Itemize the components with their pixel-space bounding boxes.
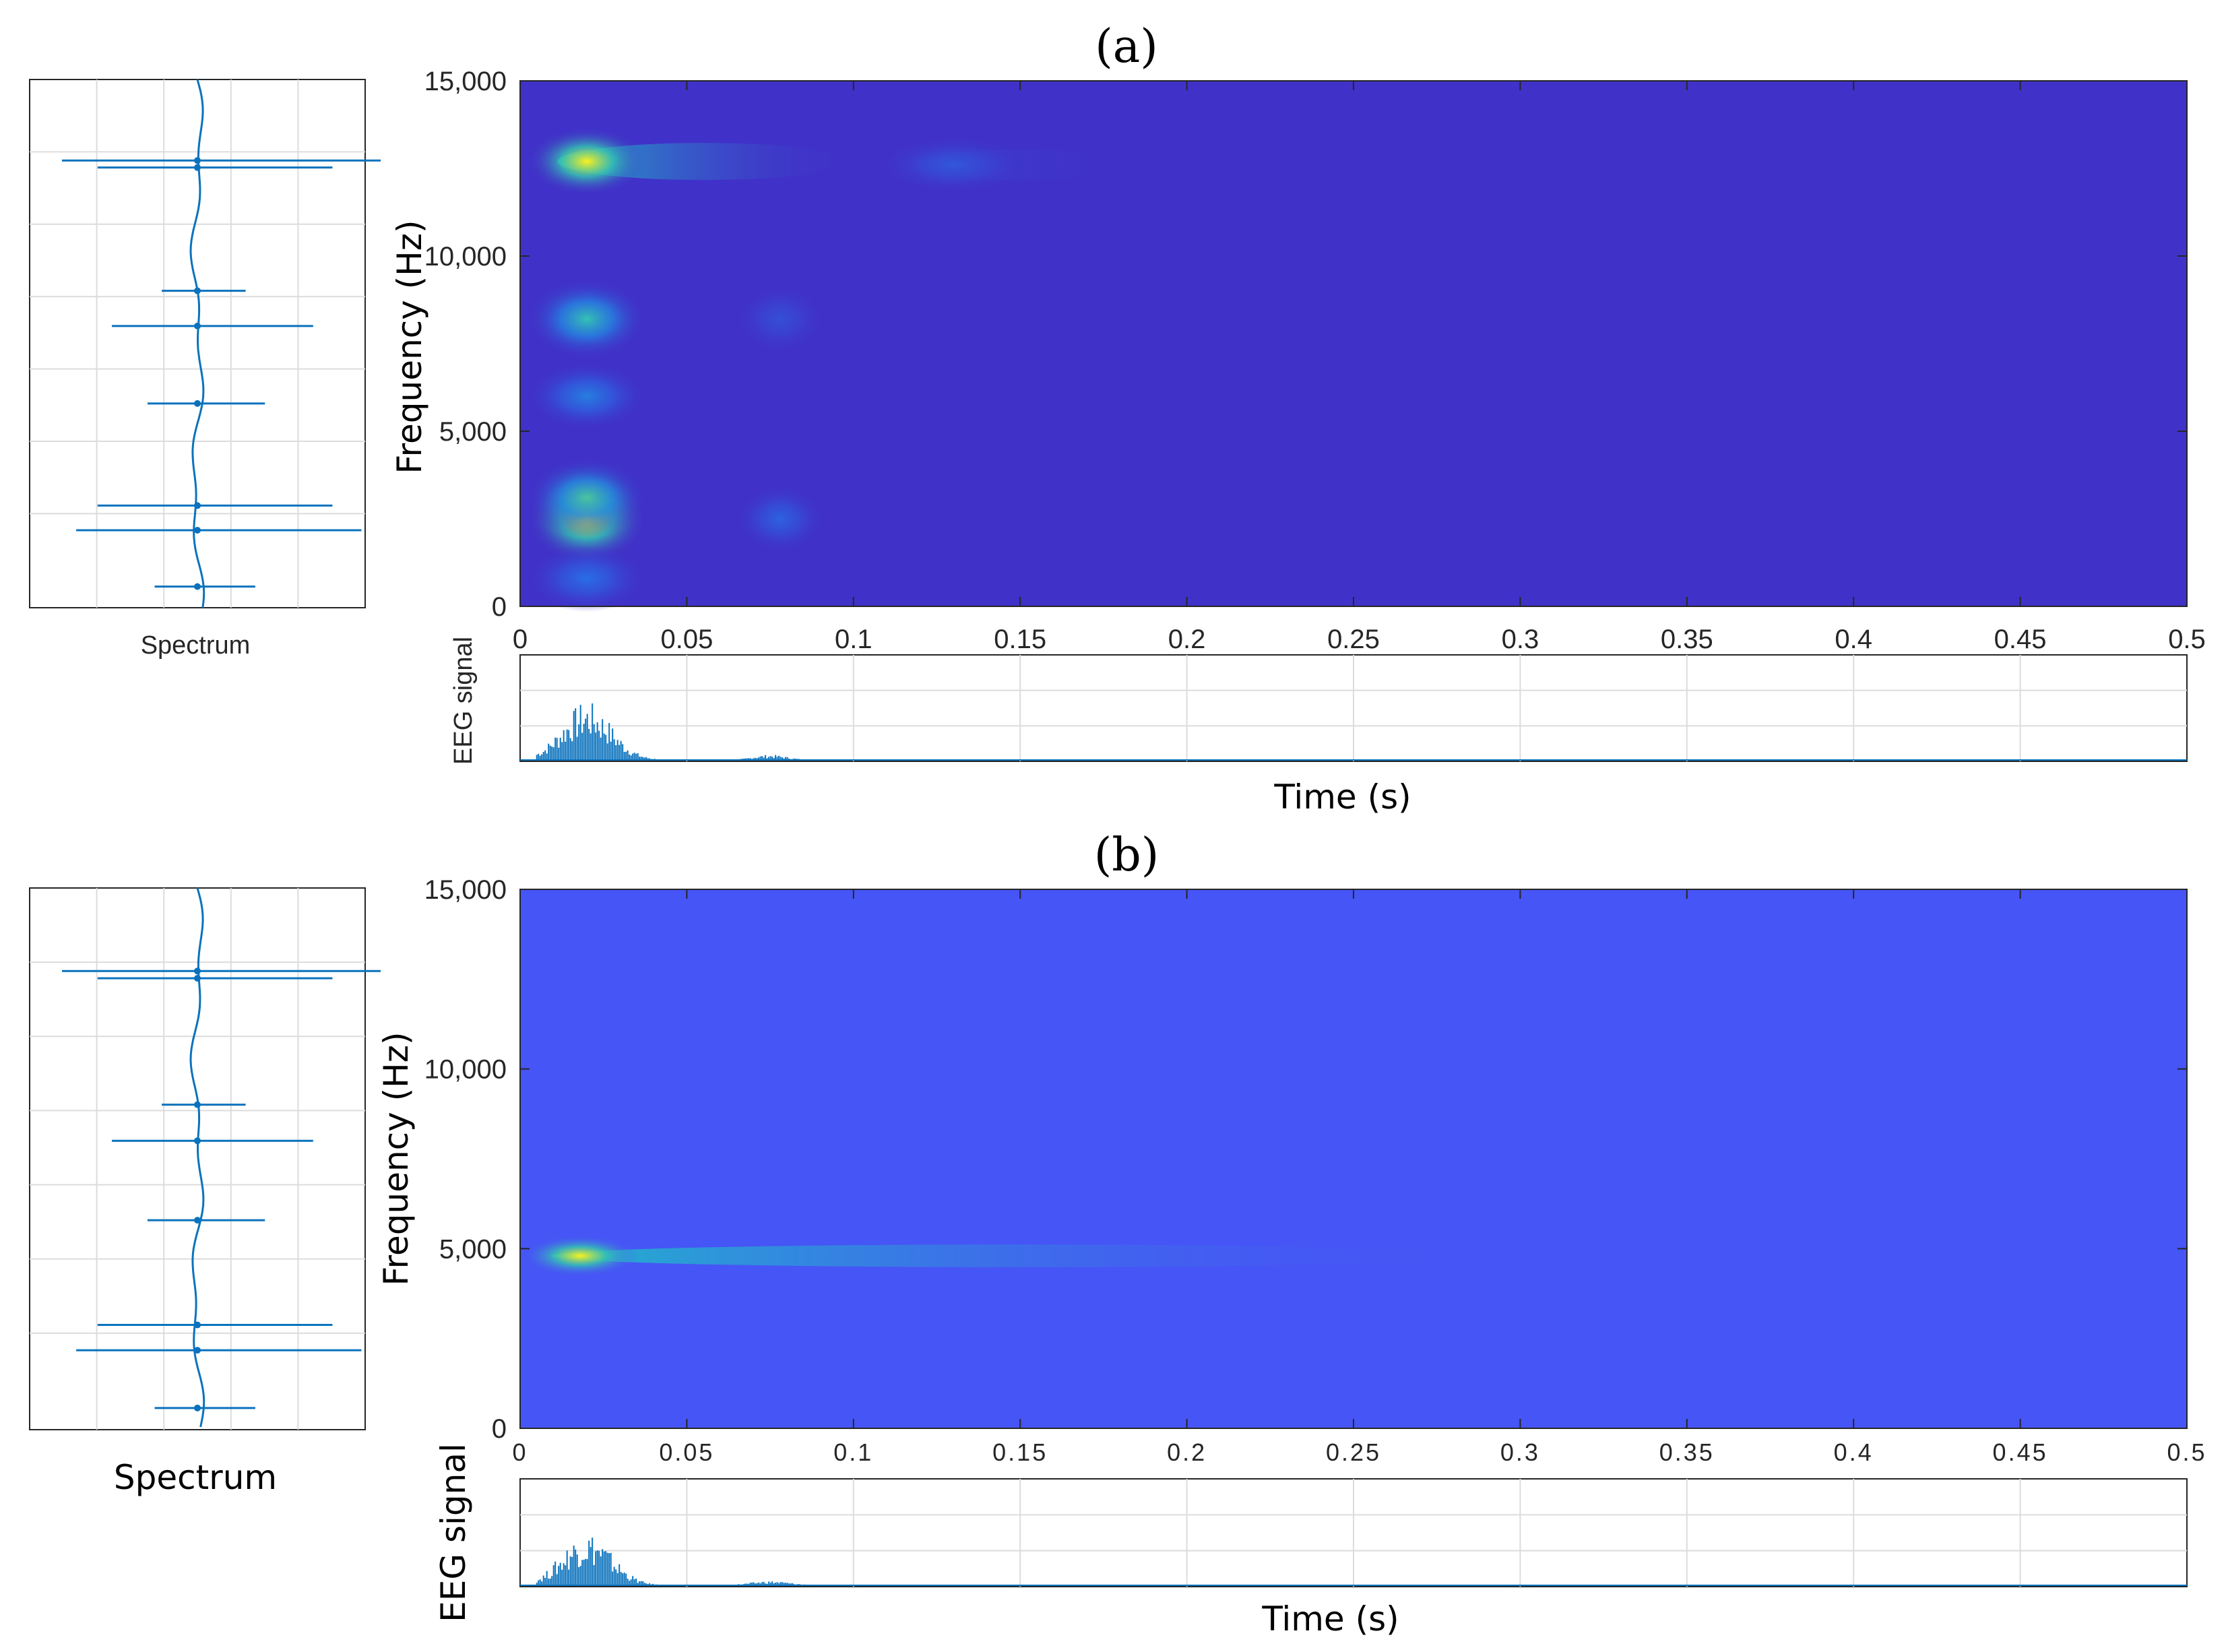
x-tick-label: 0.35	[1661, 625, 1713, 654]
heatmap-hotspot	[528, 127, 646, 195]
spectrum-peak-dot	[194, 1321, 201, 1329]
x-tick-label: 0.4	[1835, 625, 1872, 654]
heatmap-hotspot	[528, 280, 646, 358]
x-tick-label: 0.25	[1327, 625, 1380, 654]
x-tick-label: 0.15	[992, 1438, 1048, 1466]
spectrum-peak-dot	[194, 975, 201, 982]
y-tick-label: 15,000	[424, 67, 507, 96]
spectrum-peak-dot	[194, 164, 201, 171]
x-tick-label: 0.4	[1834, 1438, 1874, 1466]
heatmap-hotspot	[521, 1235, 639, 1277]
panel-b-x-axis-label: Time (s)	[1261, 1599, 1399, 1639]
spectrum-peak-dot	[194, 400, 201, 407]
spectrum-peak-dot	[194, 1137, 201, 1145]
x-tick-label: 0.05	[659, 1438, 714, 1466]
spectrum-peak-dot	[194, 287, 201, 294]
heatmap-hotspot	[880, 137, 1027, 193]
x-tick-label: 0.5	[2168, 625, 2206, 654]
x-tick-label: 0.3	[1500, 1438, 1540, 1466]
panel-b-spectrum-label: Spectrum	[114, 1458, 277, 1497]
spectrum-peak-dot	[194, 583, 201, 590]
y-tick-label: 15,000	[424, 875, 507, 905]
y-tick-label: 5,000	[439, 417, 507, 447]
heatmap-background	[520, 889, 2187, 1428]
panel-b-y-axis-label: Frequency (Hz)	[377, 1031, 416, 1285]
spectrum-peak-dot	[194, 157, 201, 164]
heatmap-tail	[550, 1244, 1483, 1267]
panel-a-y-axis-label: Frequency (Hz)	[390, 220, 429, 474]
x-tick-label: 0.2	[1168, 625, 1206, 654]
panel-a: (a) Frequency (Hz) Time (s) Spectrum EEG…	[141, 20, 1411, 817]
x-tick-label: 0.1	[835, 625, 872, 654]
y-tick-label: 10,000	[424, 1055, 507, 1085]
x-tick-label: 0.15	[994, 625, 1046, 654]
x-tick-label: 0.2	[1167, 1438, 1207, 1466]
x-tick-label: 0.35	[1659, 1438, 1715, 1466]
eeg-signal-burst	[536, 703, 658, 760]
x-tick-label: 0.5	[2167, 1438, 2206, 1466]
y-tick-label: 10,000	[424, 242, 507, 272]
x-tick-label: 0	[513, 625, 528, 654]
spectrum-peak-dot	[194, 1347, 201, 1354]
x-tick-label: 0.3	[1502, 625, 1539, 654]
spectrum-peak-dot	[194, 322, 201, 329]
panel-b: (b) Frequency (Hz) Time (s) Spectrum EEG…	[114, 829, 1399, 1639]
heatmap-hotspot	[528, 362, 646, 430]
x-tick-label: 0.05	[660, 625, 713, 654]
panel-b-title: (b)	[1094, 829, 1159, 882]
heatmap-hotspot	[528, 544, 646, 612]
spectrum-peak-dot	[194, 527, 201, 534]
panel-a-spectrum-label: Spectrum	[141, 631, 251, 660]
spectrum-peak-dot	[194, 1101, 201, 1108]
x-tick-label: 0	[512, 1438, 528, 1466]
heatmap-hotspot	[528, 458, 646, 538]
panel-a-x-axis-label: Time (s)	[1273, 777, 1411, 817]
y-tick-label: 0	[492, 1414, 507, 1444]
x-tick-label: 0.25	[1326, 1438, 1381, 1466]
panel-b-plots: 0 0.05 0.1 0.15 0.2 0.25 0.3 0.35 0.4 0.45 0.5 0 5,0…	[29, 875, 2206, 1587]
spectrum-peak-dot	[194, 502, 201, 509]
panel-a-eeg-label: EEG signal	[449, 637, 478, 765]
spectrum-peak-dot	[194, 967, 201, 975]
heatmap-hotspot	[736, 285, 825, 353]
spectrum-peak-dot	[194, 1404, 201, 1411]
x-tick-label: 0.45	[1993, 1438, 2048, 1466]
panel-a-title: (a)	[1095, 20, 1158, 73]
x-tick-label: 0.45	[1994, 625, 2047, 654]
heatmap-hotspot	[736, 485, 825, 552]
y-tick-label: 0	[492, 592, 507, 622]
spectrum-peak-dot	[194, 1217, 201, 1224]
eeg-signal-burst	[536, 1537, 658, 1585]
x-tick-label: 0.1	[833, 1438, 873, 1466]
panel-b-eeg-label: EEG signal	[434, 1443, 473, 1622]
panel-a-plots: 0 0.05 0.1 0.15 0.2 0.25 0.3 0.35 0.4 0.45 0.5 0 5,0…	[29, 67, 2206, 762]
y-tick-label: 5,000	[439, 1234, 507, 1264]
